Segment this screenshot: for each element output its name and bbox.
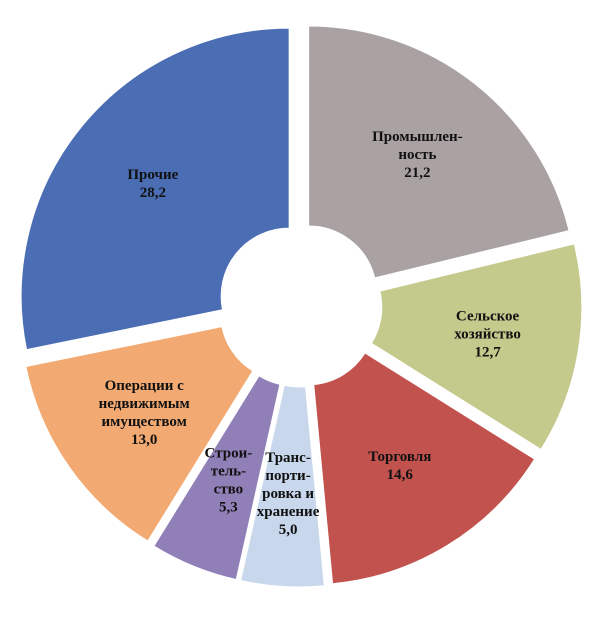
segment-label: хранение <box>257 504 320 520</box>
donut-segment <box>313 352 536 585</box>
donut-segment <box>153 375 281 581</box>
donut-segment <box>370 243 583 451</box>
segment-label: ность <box>398 147 436 163</box>
value-label: 28,2 <box>140 185 166 201</box>
value-label: 13,0 <box>131 432 157 448</box>
value-label: 12,7 <box>474 345 501 361</box>
segment-label: Строи- <box>205 445 253 461</box>
segment-label: недвижимым <box>99 396 190 412</box>
value-label: 14,6 <box>387 467 414 483</box>
segment-label: Сельское <box>456 309 520 325</box>
segment-label: Операции с <box>105 378 184 394</box>
segment-label: порти- <box>265 468 310 484</box>
value-label: 5,3 <box>219 499 238 515</box>
segment-label: Промышлен- <box>372 129 463 145</box>
value-label: 21,2 <box>404 165 430 181</box>
segment-label: Прочие <box>127 167 178 183</box>
segment-label: хозяйство <box>454 327 521 343</box>
donut-segment <box>25 326 254 542</box>
value-label: 5,0 <box>279 522 298 538</box>
segment-label: Транс- <box>265 450 311 466</box>
segment-label: ровка и <box>262 486 314 502</box>
segment-label: ство <box>214 481 244 497</box>
donut-segment <box>308 25 570 279</box>
segment-label: Торговля <box>368 449 431 465</box>
segment-label: имуществом <box>102 414 187 430</box>
segment-label: тель- <box>211 463 246 479</box>
donut-segment <box>20 27 290 351</box>
donut-segment <box>240 384 325 588</box>
